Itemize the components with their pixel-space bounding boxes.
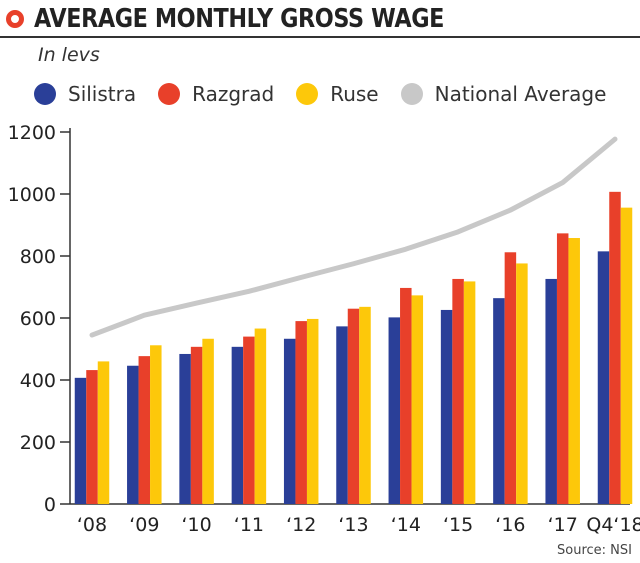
chart-title: AVERAGE MONTHLY GROSS WAGE (34, 4, 444, 34)
legend-item-silistra: Silistra (34, 82, 136, 106)
legend-item-national-average: National Average (400, 82, 607, 106)
x-tick-label: ‘13 (338, 514, 368, 536)
bar-silistra (336, 326, 348, 504)
bar-silistra (74, 377, 87, 504)
bar-razgrad (609, 191, 621, 504)
line-national-average (89, 136, 618, 338)
y-tick-label: 1000 (8, 184, 56, 206)
legend-item-razgrad: Razgrad (158, 82, 274, 106)
bar-razgrad (86, 370, 98, 504)
legend-swatch-razgrad (158, 83, 181, 105)
y-tick-label: 400 (20, 370, 56, 392)
x-tick-label: ‘12 (286, 514, 316, 536)
x-tick-label: ‘10 (181, 514, 211, 536)
y-tick-label: 600 (20, 308, 56, 330)
x-tick-label: ‘11 (234, 514, 264, 536)
chart-subtitle: In levs (38, 44, 100, 66)
x-tick-label: ‘14 (391, 514, 421, 536)
bar-razgrad (452, 278, 464, 504)
legend-swatch-national-average (400, 83, 423, 105)
x-tick-label: Q4‘18 (586, 514, 640, 536)
legend-label-national-average: National Average (434, 82, 607, 106)
bar-razgrad (400, 287, 412, 504)
bar-ruse (411, 295, 424, 504)
bar-ruse (306, 318, 319, 504)
y-tick-label: 0 (44, 494, 56, 516)
x-tick-label: ‘17 (548, 514, 578, 536)
source-note: Source: NSI (557, 543, 632, 558)
legend-swatch-silistra (34, 83, 56, 105)
bar-razgrad (556, 233, 569, 504)
y-tick-label: 200 (20, 432, 56, 454)
x-tick-label: ‘16 (495, 514, 525, 536)
title-divider (0, 36, 640, 38)
ring-icon (6, 10, 24, 28)
bar-ruse (568, 238, 580, 504)
bar-razgrad (347, 308, 360, 504)
bar-razgrad (138, 356, 151, 504)
bar-silistra (231, 346, 244, 504)
legend-label-razgrad: Razgrad (192, 82, 275, 106)
bar-ruse (359, 306, 371, 504)
legend-label-ruse: Ruse (330, 82, 379, 106)
legend-label-silistra: Silistra (68, 82, 137, 106)
x-tick-label: ‘09 (129, 514, 159, 536)
legend-item-ruse: Ruse (296, 82, 379, 106)
bar-silistra (388, 317, 401, 504)
y-tick-label: 1200 (8, 122, 56, 144)
x-tick-label: ‘08 (77, 514, 107, 536)
bar-silistra (440, 309, 453, 504)
bar-razgrad (295, 321, 307, 504)
bar-silistra (597, 251, 610, 504)
bar-ruse (620, 207, 633, 504)
bar-silistra (493, 298, 505, 504)
bar-ruse (254, 328, 267, 504)
bar-silistra (545, 278, 557, 504)
bar-ruse (463, 281, 476, 504)
legend-swatch-ruse (296, 83, 319, 105)
title-bar: AVERAGE MONTHLY GROSS WAGE (6, 2, 511, 36)
bar-ruse (202, 338, 214, 504)
legend: Silistra Razgrad Ruse National Average (34, 82, 628, 106)
bar-silistra (179, 353, 191, 504)
x-tick-label: ‘15 (443, 514, 473, 536)
y-tick-label: 800 (20, 246, 56, 268)
bar-ruse (150, 345, 162, 504)
bar-razgrad (504, 252, 517, 504)
bar-silistra (283, 338, 296, 504)
bar-ruse (516, 263, 528, 504)
bar-razgrad (243, 336, 255, 504)
bar-ruse (97, 361, 110, 504)
bar-razgrad (190, 346, 203, 504)
bar-silistra (127, 365, 139, 504)
